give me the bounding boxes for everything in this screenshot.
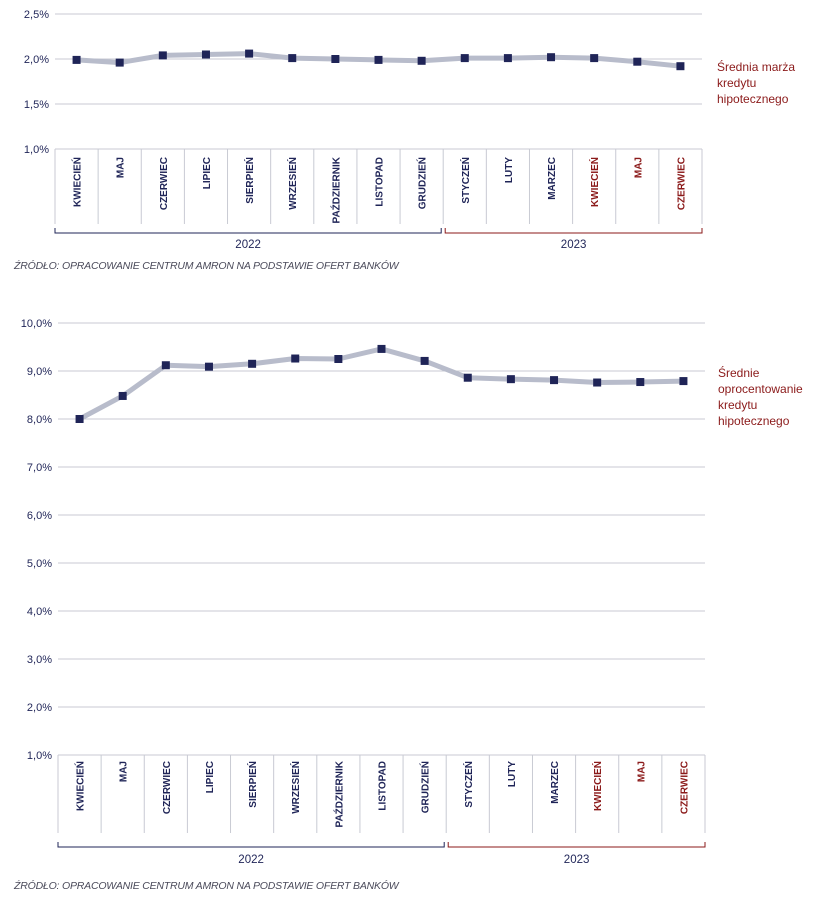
interest-x-tick-label: PAŹDZIERNIK xyxy=(332,760,345,827)
interest-data-point xyxy=(161,361,170,370)
interest-x-tick-label: MAJ xyxy=(636,761,647,782)
interest-data-point xyxy=(420,356,429,365)
interest-data-point xyxy=(377,344,386,353)
margin-y-tick-label: 1,5% xyxy=(24,99,49,111)
margin-x-tick-label: PAŹDZIERNIK xyxy=(329,156,342,223)
margin-data-point xyxy=(115,58,124,67)
margin-data-point xyxy=(245,49,254,58)
margin-data-point xyxy=(676,62,685,71)
margin-data-point xyxy=(503,54,512,63)
interest-data-point xyxy=(550,376,559,385)
margin-x-tick-label: MAJ xyxy=(633,157,644,178)
interest-y-tick-label: 10,0% xyxy=(21,318,52,330)
interest-y-tick-label: 5,0% xyxy=(27,558,52,570)
interest-data-point xyxy=(248,359,257,368)
margin-data-point xyxy=(633,57,642,66)
margin-x-tick-label: KWIECIEŃ xyxy=(588,157,601,207)
margin-year-label: 2022 xyxy=(235,239,261,251)
margin-year-label: 2023 xyxy=(561,239,587,251)
margin-x-tick-label: CZERWIEC xyxy=(159,157,170,210)
interest-year-bracket xyxy=(447,842,706,848)
margin-x-tick-label: CZERWIEC xyxy=(676,157,687,210)
interest-year-label: 2022 xyxy=(238,854,264,866)
margin-data-point xyxy=(374,55,383,64)
interest-x-tick-label: STYCZEŃ xyxy=(462,761,475,808)
interest-x-tick-label: CZERWIEC xyxy=(679,761,690,814)
interest-x-tick-label: GRUDZIEŃ xyxy=(419,761,432,813)
margin-chart-svg: 2,5% 2,0% 1,5% 1,0% KWIECIEŃ MAJ CZERWIEC LIPIE… xyxy=(24,9,795,251)
interest-data-point xyxy=(118,391,127,400)
interest-x-tick-label: KWIECIEŃ xyxy=(74,761,87,811)
interest-year-label: 2023 xyxy=(564,854,590,866)
margin-data-point xyxy=(590,54,599,63)
margin-legend-label: Średnia marża kredytu hipotecznego xyxy=(717,59,795,106)
interest-y-tick-label: 2,0% xyxy=(27,702,52,714)
interest-y-tick-label: 3,0% xyxy=(27,654,52,666)
margin-x-tick-label: WRZESIEŃ xyxy=(286,157,299,210)
interest-x-tick-label: LIPIEC xyxy=(205,761,216,793)
margin-x-tick-label: LISTOPAD xyxy=(375,157,386,207)
interest-data-point xyxy=(593,378,602,387)
interest-legend-label: Średnie oprocentowanie kredytu hipotecznego xyxy=(718,365,803,428)
margin-x-tick-label: LIPIEC xyxy=(202,157,213,189)
interest-data-point xyxy=(291,354,300,363)
margin-data-point xyxy=(331,55,340,63)
interest-year-bracket xyxy=(57,842,445,848)
margin-chart: 2,5% 2,0% 1,5% 1,0% KWIECIEŃ MAJ CZERWIEC LIPIE… xyxy=(0,0,820,255)
interest-x-tick-label: SIERPIEŃ xyxy=(246,761,259,808)
interest-chart: 10,0% 9,0% 8,0% 7,0% 6,0% 5,0% 4,0% 3,0% 2,0% 1,0… xyxy=(0,310,820,875)
margin-y-tick-label: 1,0% xyxy=(24,144,49,156)
margin-year-bracket xyxy=(444,228,703,234)
interest-y-tick-label: 7,0% xyxy=(27,462,52,474)
interest-x-tick-label: LISTOPAD xyxy=(378,761,389,811)
margin-x-tick-label: GRUDZIEŃ xyxy=(416,157,429,209)
interest-data-point xyxy=(679,377,688,386)
margin-x-tick-label: MARZEC xyxy=(547,157,558,200)
interest-x-tick-label: WRZESIEŃ xyxy=(289,761,302,814)
interest-y-tick-label: 8,0% xyxy=(27,414,52,426)
margin-data-point xyxy=(288,54,297,63)
margin-chart-source: ŹRÓDŁO: OPRACOWANIE CENTRUM AMRON NA POD… xyxy=(14,260,399,272)
margin-y-tick-label: 2,5% xyxy=(24,9,49,21)
interest-x-tick-label: KWIECIEŃ xyxy=(591,761,604,811)
interest-data-point xyxy=(334,355,343,363)
interest-x-tick-label: LUTY xyxy=(507,761,518,787)
interest-chart-svg: 10,0% 9,0% 8,0% 7,0% 6,0% 5,0% 4,0% 3,0% 2,0% 1,0… xyxy=(21,318,803,866)
margin-y-tick-label: 2,0% xyxy=(24,54,49,66)
interest-data-point xyxy=(636,378,645,387)
interest-data-point xyxy=(506,375,515,384)
interest-x-tick-label: MAJ xyxy=(119,761,130,782)
interest-y-tick-label: 9,0% xyxy=(27,366,52,378)
margin-data-point xyxy=(547,53,556,62)
margin-year-bracket xyxy=(54,228,442,234)
margin-x-tick-label: STYCZEŃ xyxy=(459,157,472,204)
interest-series-line xyxy=(77,346,686,422)
margin-x-tick-label: KWIECIEŃ xyxy=(71,157,84,207)
margin-x-tick-label: MAJ xyxy=(116,157,127,178)
interest-chart-source: ŹRÓDŁO: OPRACOWANIE CENTRUM AMRON NA POD… xyxy=(14,880,399,892)
margin-data-point xyxy=(417,56,426,65)
margin-data-point xyxy=(460,54,469,63)
interest-y-tick-label: 6,0% xyxy=(27,510,52,522)
interest-x-tick-label: CZERWIEC xyxy=(162,761,173,814)
margin-x-tick-label: SIERPIEŃ xyxy=(243,157,256,204)
interest-data-point xyxy=(204,362,213,371)
interest-data-point xyxy=(75,415,84,423)
interest-y-tick-label: 4,0% xyxy=(27,606,52,618)
margin-data-point xyxy=(201,50,210,59)
interest-data-point xyxy=(463,373,472,382)
margin-data-point xyxy=(158,51,167,60)
interest-y-tick-label: 1,0% xyxy=(27,750,52,762)
interest-x-tick-label: MARZEC xyxy=(550,761,561,804)
margin-data-point xyxy=(72,55,81,64)
margin-x-tick-label: LUTY xyxy=(504,157,515,183)
